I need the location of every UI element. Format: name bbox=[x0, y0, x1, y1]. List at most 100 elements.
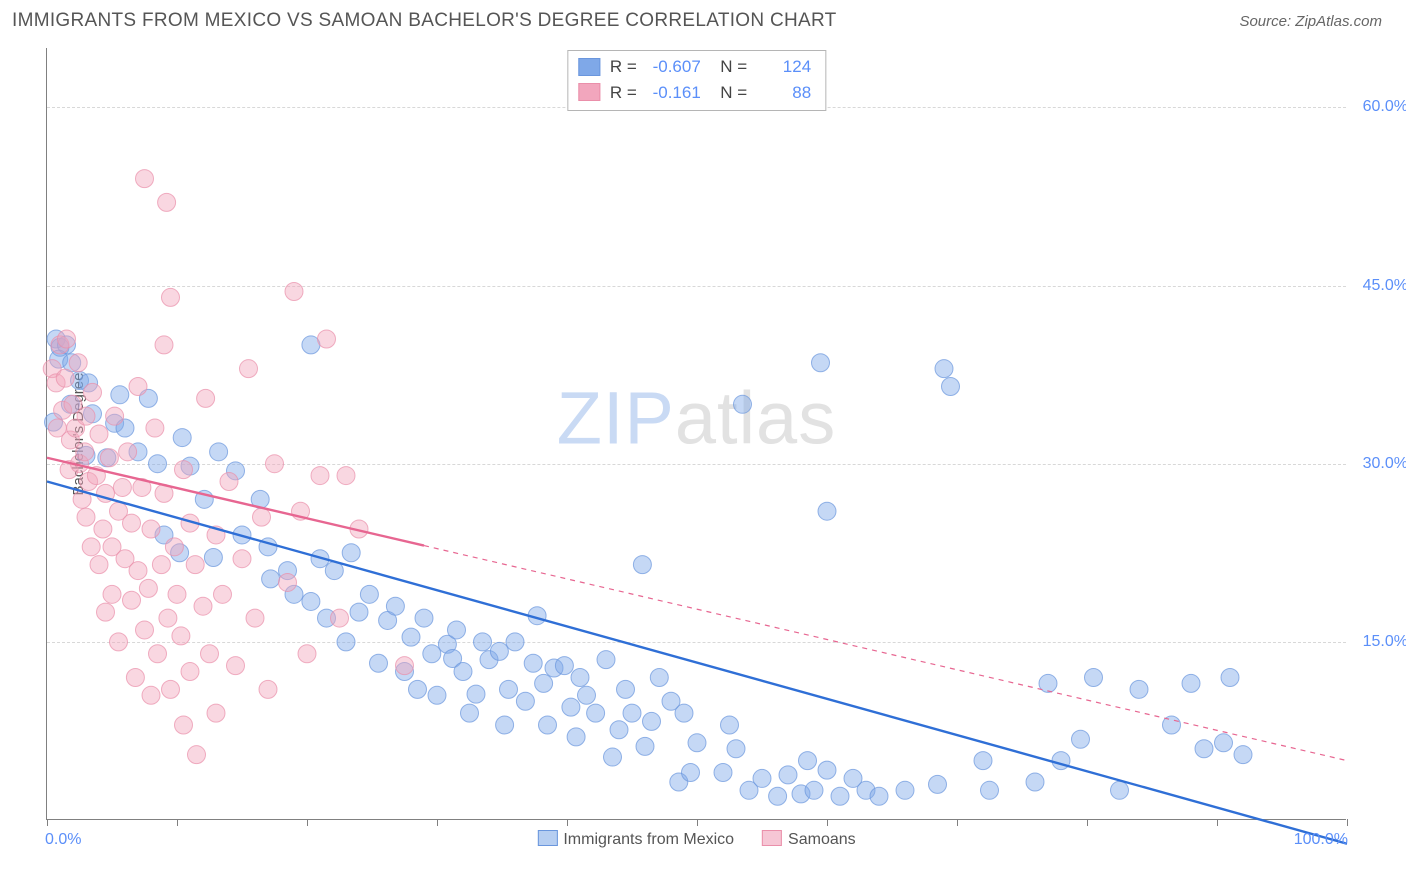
trend-line-extrapolated bbox=[424, 546, 1347, 761]
legend-swatch-series2 bbox=[578, 83, 600, 101]
data-point bbox=[69, 354, 87, 372]
series-legend-item-2: Samoans bbox=[762, 830, 856, 849]
data-point bbox=[350, 603, 368, 621]
data-point bbox=[90, 425, 108, 443]
data-point bbox=[386, 597, 404, 615]
data-point bbox=[1130, 680, 1148, 698]
data-point bbox=[818, 502, 836, 520]
data-point bbox=[146, 419, 164, 437]
chart-title: IMMIGRANTS FROM MEXICO VS SAMOAN BACHELO… bbox=[12, 10, 837, 32]
data-point bbox=[1026, 773, 1044, 791]
data-point bbox=[155, 336, 173, 354]
data-point bbox=[675, 704, 693, 722]
data-point bbox=[259, 680, 277, 698]
data-point bbox=[974, 752, 992, 770]
data-point bbox=[97, 603, 115, 621]
data-point bbox=[100, 449, 118, 467]
chart-plot-area: Bachelor's Degree ZIPatlas 15.0%30.0%45.… bbox=[46, 48, 1346, 820]
series-label-1: Immigrants from Mexico bbox=[563, 831, 734, 848]
data-point bbox=[448, 621, 466, 639]
data-point bbox=[516, 692, 534, 710]
data-point bbox=[1221, 668, 1239, 686]
x-tick bbox=[47, 819, 48, 826]
data-point bbox=[207, 704, 225, 722]
legend-r-label-2: R = bbox=[610, 80, 637, 106]
data-point bbox=[1111, 781, 1129, 799]
data-point bbox=[721, 716, 739, 734]
data-point bbox=[210, 443, 228, 461]
data-point bbox=[799, 752, 817, 770]
data-point bbox=[496, 716, 514, 734]
data-point bbox=[467, 685, 485, 703]
data-point bbox=[682, 763, 700, 781]
data-point bbox=[113, 478, 131, 496]
y-tick-label: 15.0% bbox=[1352, 633, 1406, 651]
data-point bbox=[555, 657, 573, 675]
data-point bbox=[94, 520, 112, 538]
data-point bbox=[129, 377, 147, 395]
x-tick bbox=[827, 819, 828, 826]
x-tick bbox=[697, 819, 698, 826]
data-point bbox=[753, 769, 771, 787]
data-point bbox=[650, 668, 668, 686]
data-point bbox=[162, 680, 180, 698]
x-axis-max-label: 100.0% bbox=[1294, 831, 1348, 849]
legend-r-value-1: -0.607 bbox=[647, 54, 701, 80]
data-point bbox=[123, 591, 141, 609]
data-point bbox=[1234, 746, 1252, 764]
x-tick bbox=[177, 819, 178, 826]
legend-row-series2: R = -0.161 N = 88 bbox=[578, 80, 811, 106]
data-point bbox=[253, 508, 271, 526]
legend-n-label-2: N = bbox=[711, 80, 747, 106]
data-point bbox=[896, 781, 914, 799]
data-point bbox=[610, 721, 628, 739]
data-point bbox=[298, 645, 316, 663]
data-point bbox=[524, 654, 542, 672]
data-point bbox=[337, 633, 355, 651]
data-point bbox=[152, 556, 170, 574]
data-point bbox=[136, 621, 154, 639]
data-point bbox=[201, 645, 219, 663]
data-point bbox=[175, 461, 193, 479]
data-point bbox=[142, 686, 160, 704]
data-point bbox=[688, 734, 706, 752]
x-tick bbox=[1217, 819, 1218, 826]
data-point bbox=[318, 330, 336, 348]
data-point bbox=[769, 787, 787, 805]
data-point bbox=[636, 737, 654, 755]
data-point bbox=[831, 787, 849, 805]
data-point bbox=[111, 386, 129, 404]
legend-row-series1: R = -0.607 N = 124 bbox=[578, 54, 811, 80]
data-point bbox=[337, 467, 355, 485]
data-point bbox=[805, 781, 823, 799]
data-point bbox=[597, 651, 615, 669]
data-point bbox=[58, 330, 76, 348]
data-point bbox=[812, 354, 830, 372]
data-point bbox=[194, 597, 212, 615]
data-point bbox=[246, 609, 264, 627]
legend-n-value-1: 124 bbox=[757, 54, 811, 80]
data-point bbox=[197, 389, 215, 407]
data-point bbox=[266, 455, 284, 473]
data-point bbox=[1085, 668, 1103, 686]
data-point bbox=[165, 538, 183, 556]
data-point bbox=[623, 704, 641, 722]
data-point bbox=[428, 686, 446, 704]
x-tick bbox=[437, 819, 438, 826]
series-label-2: Samoans bbox=[788, 831, 856, 848]
data-point bbox=[158, 193, 176, 211]
scatter-svg bbox=[47, 48, 1346, 819]
series-legend-item-1: Immigrants from Mexico bbox=[537, 830, 734, 849]
series-swatch-2 bbox=[762, 830, 782, 846]
data-point bbox=[490, 642, 508, 660]
data-point bbox=[302, 592, 320, 610]
data-point bbox=[279, 573, 297, 591]
x-tick bbox=[957, 819, 958, 826]
x-tick bbox=[307, 819, 308, 826]
data-point bbox=[643, 712, 661, 730]
data-point bbox=[181, 663, 199, 681]
data-point bbox=[1182, 674, 1200, 692]
data-point bbox=[1215, 734, 1233, 752]
data-point bbox=[587, 704, 605, 722]
data-point bbox=[714, 763, 732, 781]
